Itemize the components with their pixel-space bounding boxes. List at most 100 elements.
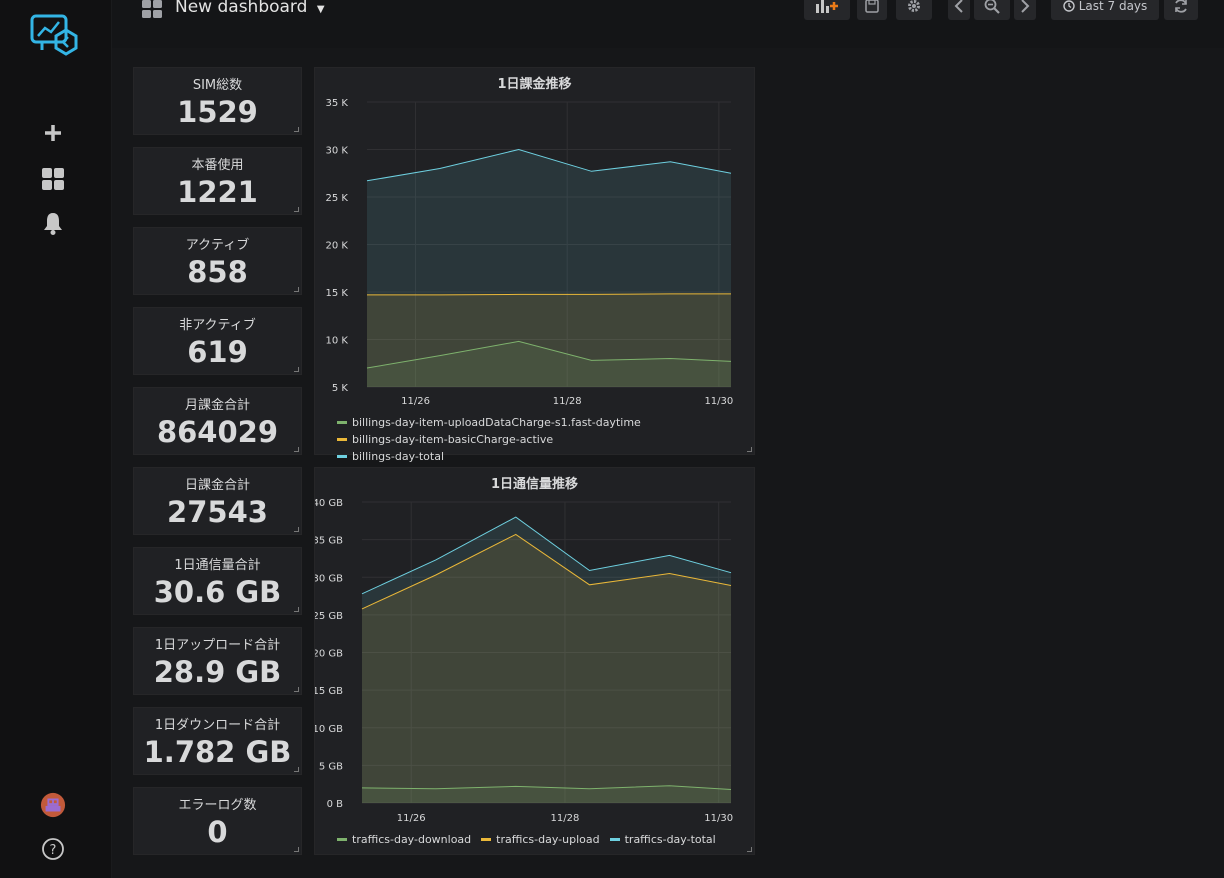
stat-panel[interactable]: 月課金合計 864029: [133, 387, 302, 455]
legend-item[interactable]: billings-day-total: [337, 448, 444, 465]
series-area: [362, 534, 731, 803]
legend-item[interactable]: traffics-day-download: [337, 831, 471, 848]
y-tick-label: 5 GB: [319, 761, 343, 772]
legend-swatch: [337, 837, 347, 841]
resize-handle[interactable]: [294, 607, 299, 612]
save-icon: [865, 0, 879, 13]
legend-item[interactable]: billings-day-item-uploadDataCharge-s1.fa…: [337, 414, 641, 431]
stat-value: 0: [207, 815, 228, 849]
settings-button[interactable]: [896, 0, 932, 20]
series-area: [362, 785, 731, 803]
stat-panel[interactable]: 1日ダウンロード合計 1.782 GB: [133, 707, 302, 775]
stat-title[interactable]: SIM総数: [192, 78, 243, 93]
stat-title[interactable]: 1日通信量合計: [174, 558, 261, 573]
stat-panel[interactable]: 1日通信量合計 30.6 GB: [133, 547, 302, 615]
dashboards-icon[interactable]: [40, 166, 66, 192]
series-line: [367, 293, 731, 296]
series-area: [367, 293, 731, 387]
zoom-out-button[interactable]: [974, 0, 1010, 20]
gear-icon: [908, 0, 920, 12]
x-tick-label: 11/26: [397, 813, 426, 824]
y-tick-label: 15 GB: [315, 686, 343, 697]
avatar-icon[interactable]: [40, 792, 66, 818]
caret-down-icon: ▼: [316, 4, 325, 15]
x-tick-label: 11/30: [704, 396, 733, 407]
stat-value: 1.782 GB: [143, 735, 292, 769]
legend-item[interactable]: traffics-day-total: [609, 831, 716, 848]
refresh-icon: [1175, 0, 1187, 13]
series-line: [361, 785, 732, 790]
legend-item[interactable]: traffics-day-upload: [481, 831, 600, 848]
stat-panel[interactable]: 1日アップロード合計 28.9 GB: [133, 627, 302, 695]
resize-handle[interactable]: [294, 207, 299, 212]
stat-title[interactable]: 1日ダウンロード合計: [154, 718, 281, 733]
stat-panel[interactable]: 日課金合計 27543: [133, 467, 302, 535]
grafana-logo-icon[interactable]: [28, 10, 80, 60]
help-icon[interactable]: ?: [40, 836, 66, 862]
stat-panel[interactable]: 本番使用 1221: [133, 147, 302, 215]
resize-handle[interactable]: [294, 127, 299, 132]
dashboard-navbar: New dashboard ▼: [112, 0, 1224, 48]
resize-handle[interactable]: [294, 847, 299, 852]
series-area: [367, 149, 731, 387]
resize-handle[interactable]: [747, 847, 752, 852]
stat-value: 864029: [156, 415, 279, 449]
plus-icon[interactable]: [40, 120, 66, 146]
refresh-button[interactable]: [1164, 0, 1198, 20]
y-tick-label: 35 K: [326, 98, 349, 109]
stat-value: 858: [187, 255, 248, 289]
stat-title[interactable]: 1日アップロード合計: [154, 638, 281, 653]
stat-value: 619: [187, 335, 248, 369]
stat-title[interactable]: アクティブ: [185, 238, 250, 253]
bell-icon[interactable]: [40, 210, 66, 236]
side-menu: ?: [0, 0, 112, 878]
stat-value: 1529: [177, 95, 258, 129]
panel-title[interactable]: 1日通信量推移: [490, 477, 579, 492]
stat-title[interactable]: 月課金合計: [184, 398, 250, 413]
zoom-out-icon: [984, 0, 1000, 14]
graph-panel-billings[interactable]: 1日課金推移 5 K 10 K 15 K 20 K 25 K 30 K 35 K 11/26 1…: [314, 67, 755, 463]
stat-panel[interactable]: エラーログ数 0: [133, 787, 302, 855]
resize-handle[interactable]: [294, 447, 299, 452]
stat-title[interactable]: 本番使用: [191, 158, 244, 173]
stat-panel[interactable]: SIM総数 1529: [133, 67, 302, 135]
resize-handle[interactable]: [294, 527, 299, 532]
stat-title[interactable]: エラーログ数: [178, 798, 257, 813]
resize-handle[interactable]: [294, 767, 299, 772]
time-shift-back-button[interactable]: [948, 0, 970, 20]
add-panel-button[interactable]: [804, 0, 850, 20]
y-tick-label: 15 K: [326, 288, 349, 299]
stat-title[interactable]: 日課金合計: [184, 478, 250, 493]
resize-handle[interactable]: [294, 367, 299, 372]
legend-label: billings-day-item-uploadDataCharge-s1.fa…: [352, 416, 641, 429]
time-picker-button[interactable]: Last 7 days: [1051, 0, 1159, 20]
resize-handle[interactable]: [747, 447, 752, 452]
y-tick-label: 20 K: [326, 241, 349, 252]
resize-handle[interactable]: [294, 287, 299, 292]
time-shift-forward-button[interactable]: [1014, 0, 1036, 20]
clock-icon: [1063, 0, 1075, 12]
y-tick-label: 5 K: [332, 383, 349, 394]
graph-panel-traffic[interactable]: 1日通信量推移 0 B 5 GB 10 GB 15 GB 20 GB 25 GB 30 GB…: [314, 467, 755, 855]
series-area: [362, 517, 731, 803]
time-range-label: Last 7 days: [1078, 0, 1148, 13]
chart-legend: traffics-day-download traffics-day-upload…: [337, 831, 757, 848]
legend-swatch: [481, 837, 492, 841]
chart-legend: billings-day-item-uploadDataCharge-s1.fa…: [337, 414, 641, 465]
stat-panel[interactable]: アクティブ 858: [133, 227, 302, 295]
panel-title[interactable]: 1日課金推移: [497, 77, 572, 92]
svg-text:?: ?: [50, 843, 57, 858]
series-line: [361, 533, 732, 610]
legend-item[interactable]: billings-day-item-basicCharge-active: [337, 431, 553, 448]
y-tick-label: 0 B: [327, 799, 344, 810]
stat-title[interactable]: 非アクティブ: [179, 318, 256, 333]
save-dashboard-button[interactable]: [857, 0, 887, 20]
legend-swatch: [609, 837, 620, 841]
y-tick-label: 10 GB: [315, 724, 343, 735]
series-line: [366, 340, 732, 369]
stat-panel[interactable]: 非アクティブ 619: [133, 307, 302, 375]
dashboard-title-dropdown[interactable]: New dashboard ▼: [175, 0, 325, 17]
resize-handle[interactable]: [294, 687, 299, 692]
legend-label: traffics-day-download: [352, 833, 472, 846]
y-tick-label: 20 GB: [315, 649, 343, 660]
